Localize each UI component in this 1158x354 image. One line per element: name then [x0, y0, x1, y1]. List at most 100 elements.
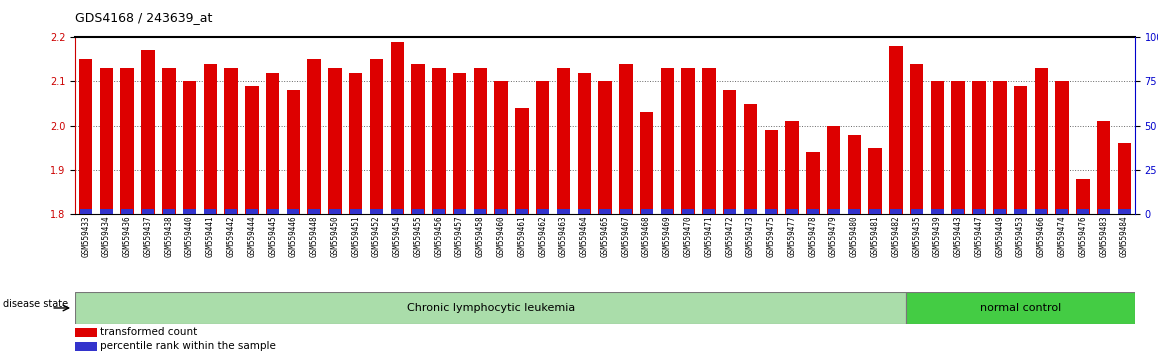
Bar: [1119, 209, 1130, 214]
Text: disease state: disease state: [3, 299, 68, 309]
Text: GSM559441: GSM559441: [206, 216, 215, 257]
Bar: [433, 209, 445, 214]
Bar: [183, 209, 196, 214]
Text: GSM559478: GSM559478: [808, 216, 818, 257]
Bar: [474, 68, 488, 214]
Bar: [889, 46, 903, 214]
Text: GSM559454: GSM559454: [393, 216, 402, 257]
Bar: [848, 135, 862, 214]
Bar: [496, 209, 507, 214]
Bar: [973, 81, 985, 214]
Text: GSM559484: GSM559484: [1120, 216, 1129, 257]
Bar: [1055, 81, 1069, 214]
Bar: [973, 209, 985, 214]
Bar: [245, 209, 258, 214]
Bar: [100, 68, 113, 214]
Bar: [225, 68, 237, 214]
Bar: [578, 209, 591, 214]
Bar: [287, 90, 300, 214]
Bar: [1014, 209, 1027, 214]
Text: GSM559445: GSM559445: [269, 216, 277, 257]
Text: GSM559451: GSM559451: [351, 216, 360, 257]
Text: GSM559444: GSM559444: [248, 216, 256, 257]
Text: GSM559453: GSM559453: [1016, 216, 1025, 257]
Bar: [681, 68, 695, 214]
Bar: [1035, 209, 1048, 214]
Bar: [785, 121, 799, 214]
Text: GSM559439: GSM559439: [933, 216, 941, 257]
Bar: [245, 86, 258, 214]
Bar: [391, 209, 403, 214]
Bar: [907, 292, 1135, 324]
Bar: [75, 342, 97, 351]
Bar: [120, 68, 134, 214]
Bar: [141, 50, 155, 214]
Text: GSM559446: GSM559446: [288, 216, 298, 257]
Bar: [1034, 68, 1048, 214]
Bar: [79, 59, 93, 214]
Text: GSM559479: GSM559479: [829, 216, 838, 257]
Bar: [390, 41, 404, 214]
Bar: [515, 209, 528, 214]
Bar: [994, 209, 1006, 214]
Bar: [640, 209, 653, 214]
Text: GSM559468: GSM559468: [642, 216, 651, 257]
Bar: [454, 209, 466, 214]
Bar: [640, 113, 653, 214]
Text: GSM559448: GSM559448: [309, 216, 318, 257]
Bar: [599, 81, 611, 214]
Bar: [661, 209, 674, 214]
Text: GSM559462: GSM559462: [538, 216, 548, 257]
Text: Chronic lymphocytic leukemia: Chronic lymphocytic leukemia: [406, 303, 574, 313]
Text: GSM559435: GSM559435: [913, 216, 922, 257]
Bar: [994, 81, 1006, 214]
Text: GSM559472: GSM559472: [725, 216, 734, 257]
Bar: [849, 209, 860, 214]
Text: GSM559449: GSM559449: [995, 216, 1004, 257]
Bar: [910, 209, 923, 214]
Bar: [868, 209, 881, 214]
Text: GSM559463: GSM559463: [559, 216, 569, 257]
Text: GSM559461: GSM559461: [518, 216, 527, 257]
Bar: [1076, 179, 1090, 214]
Bar: [702, 68, 716, 214]
Text: GSM559471: GSM559471: [704, 216, 713, 257]
Bar: [910, 64, 923, 214]
Text: GSM559457: GSM559457: [455, 216, 464, 257]
Bar: [369, 59, 383, 214]
Bar: [1097, 121, 1111, 214]
Text: GSM559447: GSM559447: [975, 216, 983, 257]
Text: GSM559456: GSM559456: [434, 216, 444, 257]
Bar: [724, 209, 735, 214]
Text: normal control: normal control: [980, 303, 1061, 313]
Bar: [412, 209, 424, 214]
Bar: [142, 209, 154, 214]
Text: GSM559474: GSM559474: [1057, 216, 1067, 257]
Bar: [75, 292, 907, 324]
Bar: [806, 152, 820, 214]
Bar: [828, 209, 840, 214]
Bar: [225, 209, 237, 214]
Bar: [350, 209, 361, 214]
Text: GSM559465: GSM559465: [601, 216, 609, 257]
Bar: [703, 209, 714, 214]
Bar: [101, 209, 112, 214]
Bar: [494, 81, 508, 214]
Bar: [578, 73, 591, 214]
Text: GSM559443: GSM559443: [954, 216, 962, 257]
Text: GDS4168 / 243639_at: GDS4168 / 243639_at: [75, 11, 213, 24]
Text: transformed count: transformed count: [100, 327, 197, 337]
Text: GSM559434: GSM559434: [102, 216, 111, 257]
Text: GSM559467: GSM559467: [622, 216, 630, 257]
Bar: [931, 81, 944, 214]
Text: GSM559437: GSM559437: [144, 216, 153, 257]
Bar: [308, 209, 321, 214]
Bar: [80, 209, 91, 214]
Text: GSM559460: GSM559460: [497, 216, 506, 257]
Bar: [952, 81, 965, 214]
Bar: [411, 64, 425, 214]
Bar: [620, 64, 632, 214]
Bar: [557, 209, 570, 214]
Bar: [453, 73, 467, 214]
Bar: [536, 81, 550, 214]
